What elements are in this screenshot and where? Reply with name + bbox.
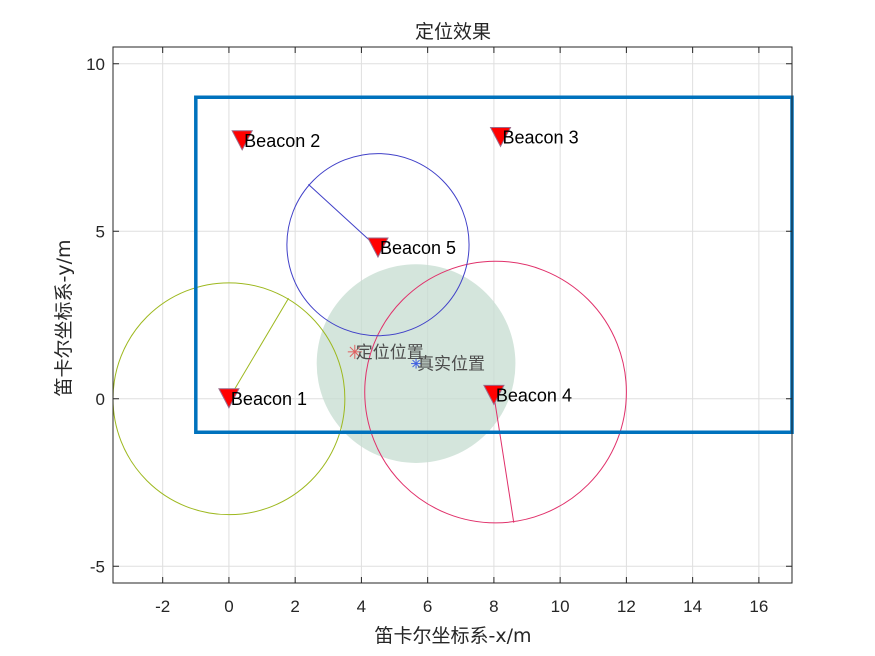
x-tick-label: 4: [357, 597, 366, 616]
markers: Beacon 1 Beacon 2 Beacon 3 Beacon 4 Beacon 5…: [218, 126, 579, 409]
estimated-position-label: 定位位置: [356, 343, 424, 363]
radius-line: [308, 183, 379, 249]
x-tick-label: 0: [224, 597, 233, 616]
axes-box: [112, 46, 793, 584]
axes: -2 0 2 4 6 8 10 12 14 16 -5 0 5 10: [86, 46, 793, 616]
range-circle: [286, 153, 470, 337]
beacon-marker: [367, 237, 389, 259]
range-circle: [364, 260, 627, 524]
beacon-label: Beacon 3: [503, 127, 579, 147]
x-tick-label: 14: [683, 597, 702, 616]
y-tick-label: 5: [96, 222, 105, 241]
chart-title: 定位效果: [415, 21, 491, 43]
y-tick-label: 10: [86, 55, 105, 74]
estimated-position-stroke: [349, 346, 361, 358]
x-tick-label: 10: [551, 597, 570, 616]
y-tick-label: -5: [90, 557, 105, 576]
y-axis-label: 笛卡尔坐标系-y/m: [53, 239, 75, 396]
x-axis-label: 笛卡尔坐标系-x/m: [374, 625, 531, 647]
x-tick-label: -2: [155, 597, 170, 616]
y-tick-label: 0: [96, 390, 105, 409]
beacon-marker: [231, 130, 254, 151]
x-tick-label: 8: [489, 597, 498, 616]
beacon-marker: [218, 388, 240, 409]
beacon-label: Beacon 4: [496, 385, 572, 405]
beacon-label: Beacon 1: [231, 389, 307, 409]
radius-line: [228, 297, 289, 400]
x-tick-label: 2: [290, 597, 299, 616]
x-tick-label: 12: [617, 597, 636, 616]
estimated-position-marker: [347, 344, 362, 359]
beacon-label: Beacon 2: [244, 131, 320, 151]
true-position-label: 真实位置: [417, 355, 485, 375]
beacon-marker: [489, 126, 512, 148]
beacon-label: Beacon 5: [380, 238, 456, 258]
radius-line: [493, 395, 515, 523]
x-tick-label: 16: [749, 597, 768, 616]
x-tick-label: 6: [423, 597, 432, 616]
true-position-marker: [411, 358, 422, 369]
true-position-stroke: [412, 359, 420, 368]
beacon-marker: [483, 384, 505, 406]
range-circles: [112, 153, 627, 524]
